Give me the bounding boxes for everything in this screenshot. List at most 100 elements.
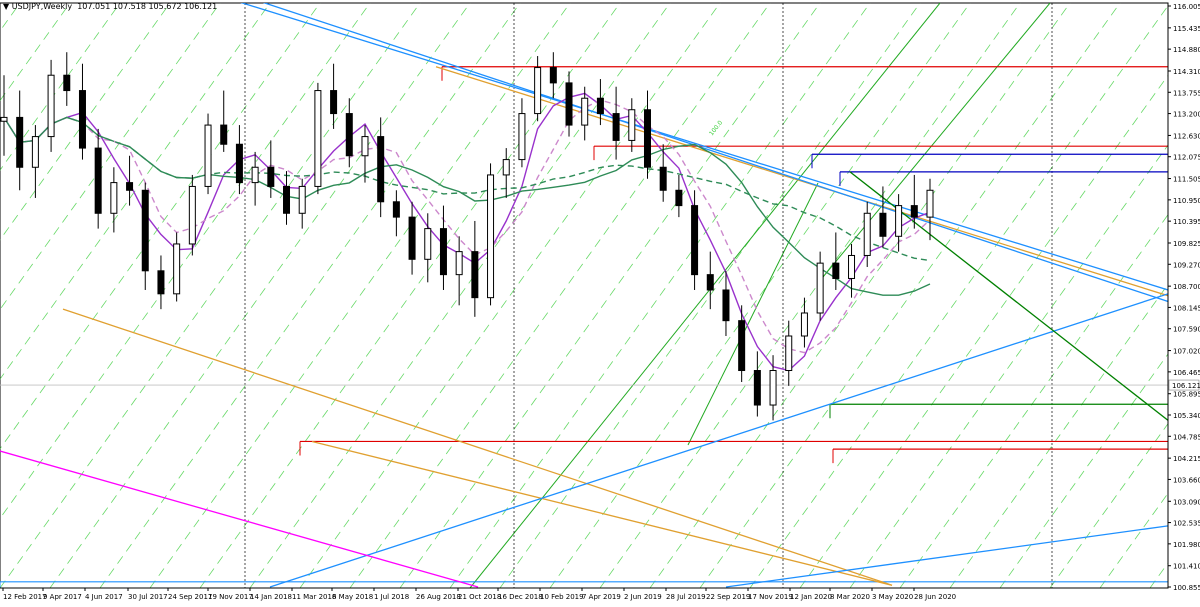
price-tick-label: 113.200	[1173, 111, 1200, 119]
candle-body[interactable]	[94, 147, 102, 214]
price-tick-label: 112.630	[1173, 132, 1200, 140]
candle-body[interactable]	[424, 228, 432, 260]
price-tick-label: 106.465	[1173, 369, 1200, 377]
fan-line	[399, 3, 821, 588]
candle-body[interactable]	[78, 90, 86, 149]
price-tick-label: 114.880	[1173, 46, 1200, 54]
price-tick-label: 111.505	[1173, 176, 1200, 184]
chart-header: ▼ USDJPY,Weekly 107.051 107.518 105.672 …	[3, 2, 217, 11]
candle-body[interactable]	[16, 116, 24, 168]
candle-body[interactable]	[110, 182, 118, 214]
candle-body[interactable]	[330, 90, 338, 115]
candle-body[interactable]	[298, 185, 306, 214]
candle-body[interactable]	[283, 185, 291, 214]
candle-body[interactable]	[675, 189, 683, 207]
candle-body[interactable]	[31, 136, 39, 168]
price-tick-label: 105.895	[1173, 391, 1200, 399]
candle-body[interactable]	[816, 262, 824, 314]
fan-line	[49, 3, 471, 588]
candle-body[interactable]	[502, 159, 510, 176]
candle-body[interactable]	[188, 185, 196, 245]
fan-solid-line	[817, 3, 1051, 284]
candle-body[interactable]	[534, 67, 542, 115]
fan-line	[199, 3, 621, 588]
candle-body[interactable]	[738, 320, 746, 372]
candle-body[interactable]	[910, 205, 918, 218]
fan-line	[999, 353, 1168, 588]
candle-body[interactable]	[659, 166, 667, 191]
candle-body[interactable]	[408, 216, 416, 260]
candle-body[interactable]	[47, 74, 55, 138]
candle-body[interactable]	[895, 205, 903, 237]
candle-body[interactable]	[565, 82, 573, 126]
candle-body[interactable]	[377, 136, 385, 203]
time-tick-label: 8 Mar 2020	[830, 593, 870, 601]
candle-body[interactable]	[471, 251, 479, 299]
candle-body[interactable]	[769, 370, 777, 406]
candle-body[interactable]	[439, 228, 447, 276]
trendline-magenta[interactable]	[0, 450, 479, 588]
candle-body[interactable]	[455, 251, 463, 276]
trendline-blue-down-1[interactable]	[228, 0, 1168, 291]
fan-line	[0, 3, 271, 380]
trendline-channel-upper[interactable]	[435, 66, 1168, 297]
candle-body[interactable]	[643, 109, 651, 168]
fan-line	[149, 3, 571, 588]
fan-line	[299, 3, 721, 588]
candle-body[interactable]	[0, 116, 8, 122]
candle-body[interactable]	[267, 166, 275, 187]
candle-body[interactable]	[361, 136, 369, 157]
candle-body[interactable]	[345, 113, 353, 157]
candle-body[interactable]	[204, 124, 212, 187]
candle-body[interactable]	[596, 97, 604, 115]
dropdown-arrow-icon[interactable]: ▼	[3, 2, 12, 11]
time-tick-label: 16 Dec 2018	[498, 593, 543, 601]
candle-body[interactable]	[848, 254, 856, 279]
fan-line	[349, 3, 771, 588]
candle-body[interactable]	[832, 262, 840, 279]
candle-body[interactable]	[863, 212, 871, 256]
candle-body[interactable]	[722, 289, 730, 322]
candle-body[interactable]	[392, 201, 400, 218]
candle-body[interactable]	[691, 205, 699, 276]
candle-body[interactable]	[141, 189, 149, 272]
fan-line	[799, 74, 1168, 588]
candle-body[interactable]	[785, 335, 793, 372]
fan-solid-line	[469, 3, 941, 588]
trendline-channel-lower[interactable]	[62, 308, 893, 586]
candle-body[interactable]	[549, 67, 557, 84]
candle-body[interactable]	[220, 124, 228, 145]
candle-body[interactable]	[235, 143, 243, 184]
candle-body[interactable]	[63, 74, 71, 92]
candle-body[interactable]	[518, 113, 526, 161]
candle-body[interactable]	[612, 113, 620, 141]
candle-body[interactable]	[157, 270, 165, 295]
candle-body[interactable]	[753, 370, 761, 406]
trendline-green-down[interactable]	[849, 171, 1168, 421]
candle-body[interactable]	[173, 243, 181, 295]
time-tick-label: 11 Mar 2018	[292, 593, 336, 601]
candle-body[interactable]	[800, 312, 808, 337]
candle-body[interactable]	[314, 90, 322, 187]
fan-line	[99, 3, 521, 588]
candle-body[interactable]	[706, 274, 714, 291]
price-tick-label: 109.825	[1173, 240, 1200, 248]
last-price-badge	[1168, 379, 1200, 391]
candle-body[interactable]	[879, 212, 887, 237]
ohlc-readout: 107.051 107.518 105.672 106.121	[77, 2, 218, 11]
candle-body[interactable]	[251, 166, 259, 184]
time-tick-label: 26 Aug 2018	[416, 593, 461, 601]
candle-body[interactable]	[581, 97, 589, 126]
candle-body[interactable]	[926, 189, 934, 218]
trendline-blue-bottom[interactable]	[725, 525, 1168, 588]
trendline-channel-bottom[interactable]	[311, 440, 893, 586]
candle-body[interactable]	[126, 182, 134, 191]
fan-line	[549, 3, 971, 588]
fan-line	[0, 3, 421, 588]
candle-body[interactable]	[487, 174, 495, 299]
trendline-blue-up[interactable]	[269, 293, 1168, 588]
price-tick-label: 112.075	[1173, 154, 1200, 162]
time-tick-label: 2 Jun 2019	[624, 593, 662, 601]
candle-body[interactable]	[628, 109, 636, 141]
